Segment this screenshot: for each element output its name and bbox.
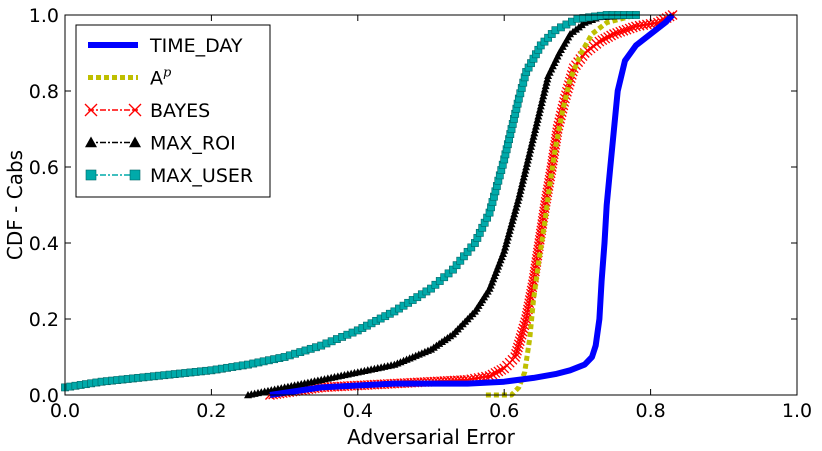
data-point: [128, 103, 142, 117]
y-tick-label: 1.0: [29, 5, 59, 27]
data-point: [603, 32, 614, 42]
y-tick-label: 0.4: [29, 233, 59, 255]
legend-label: Ap: [150, 66, 172, 90]
legend-entry-max-user: MAX_USER: [85, 165, 253, 187]
data-point: [624, 23, 635, 34]
data-point: [627, 22, 638, 33]
data-point: [597, 35, 608, 46]
plot-frame: [64, 14, 798, 396]
data-point: [618, 25, 629, 36]
data-point: [493, 366, 504, 377]
data-point: [490, 368, 501, 378]
data-point: [594, 36, 605, 47]
series-max-roi: [244, 11, 640, 399]
data-point: [484, 371, 495, 381]
legend-entry-time-day: TIME_DAY: [88, 35, 243, 57]
series-line: [485, 12, 637, 398]
data-point: [621, 24, 632, 35]
data-point: [609, 29, 619, 39]
data-point: [606, 30, 617, 41]
series-line: [269, 12, 675, 398]
legend-entry-a-p: Ap: [88, 66, 172, 90]
data-point: [516, 329, 527, 340]
legend-label: MAX_ROI: [150, 133, 236, 155]
data-point: [600, 33, 611, 44]
series-a-p: [485, 12, 637, 398]
data-point: [511, 348, 522, 359]
legend: TIME_DAY Ap BAYES MAX_ROI MAX_USER: [75, 24, 271, 198]
y-tick-label: 0.6: [29, 157, 59, 179]
data-point: [519, 320, 530, 331]
legend-entry-max-roi: MAX_ROI: [85, 133, 236, 155]
x-tick-label: 0.0: [50, 400, 80, 422]
data-point: [520, 317, 531, 328]
legend-entry-bayes: BAYES: [84, 100, 210, 122]
data-point: [84, 103, 98, 117]
x-tick-label: 0.2: [196, 400, 226, 422]
data-point: [510, 352, 521, 362]
axis-ticks: 0.0 0.2 0.4 0.6 0.8 1.0 0.0 0.2 0.4 0.6 0.8 1.0: [29, 5, 812, 422]
y-tick-label: 0.8: [29, 81, 59, 103]
x-tick-label: 0.8: [635, 400, 665, 422]
data-point: [512, 342, 523, 353]
data-point: [514, 336, 525, 347]
data-point: [129, 136, 141, 148]
data-point: [515, 333, 526, 343]
legend-label: TIME_DAY: [149, 35, 243, 57]
x-axis-title: Adversarial Error: [347, 425, 516, 449]
series-time-day: [269, 12, 675, 398]
data-point: [85, 136, 97, 148]
data-point: [512, 345, 522, 356]
y-tick-label: 0.2: [29, 309, 59, 331]
x-tick-label: 0.6: [489, 400, 519, 422]
data-point: [517, 326, 528, 337]
data-point: [129, 169, 141, 181]
data-point: [518, 323, 529, 334]
data-point: [85, 169, 97, 181]
data-point: [615, 26, 626, 37]
x-tick-label: 1.0: [782, 400, 812, 422]
legend-label: MAX_USER: [150, 165, 253, 187]
y-axis-title: CDF - Cabs: [3, 150, 27, 260]
data-point: [487, 369, 498, 380]
legend-label: BAYES: [150, 100, 210, 122]
data-point: [612, 27, 623, 38]
y-tick-label: 0.0: [29, 385, 59, 407]
legend-box: [75, 24, 271, 198]
series-layer: [61, 10, 678, 400]
x-tick-label: 0.4: [343, 400, 373, 422]
data-point: [513, 339, 524, 350]
data-point: [496, 364, 507, 375]
